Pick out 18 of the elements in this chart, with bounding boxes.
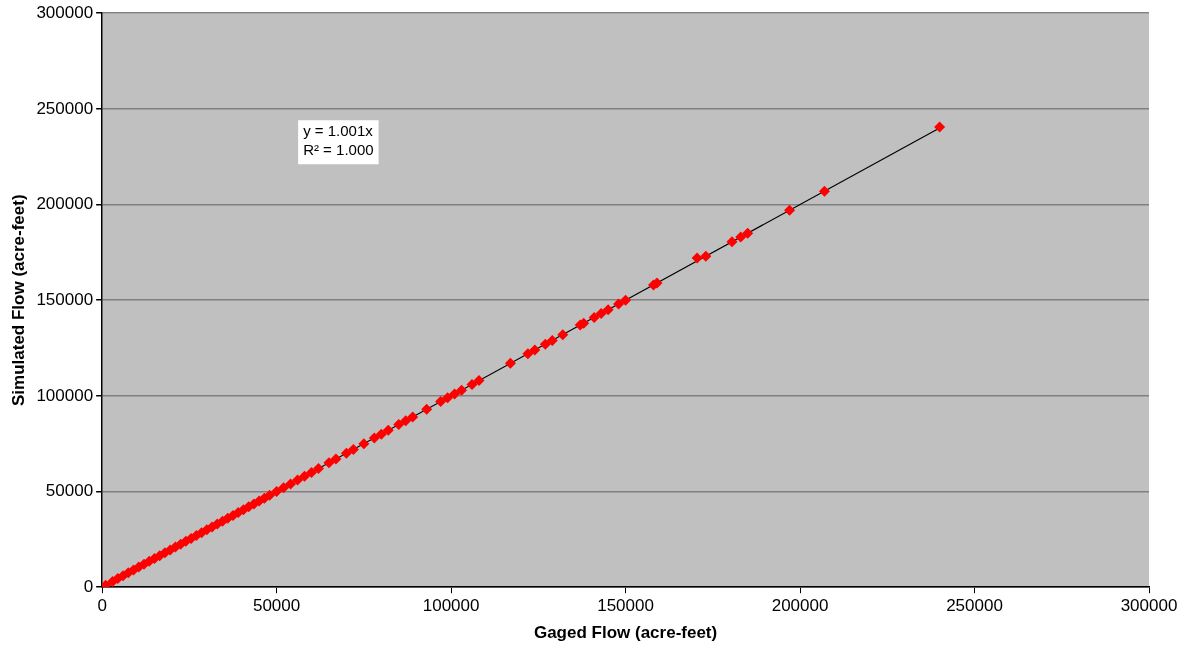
x-tick-label: 50000 <box>252 596 301 616</box>
y-tick-label: 200000 <box>36 194 94 214</box>
y-tick-label: 250000 <box>36 98 94 118</box>
x-tick-label: 300000 <box>1120 596 1178 616</box>
y-tick-label: 0 <box>83 576 94 596</box>
annotation: y = 1.001x <box>303 121 374 139</box>
y-tick-label: 50000 <box>45 481 94 501</box>
y-tick-label: 300000 <box>36 2 94 22</box>
y-tick-label: 150000 <box>36 289 94 309</box>
annotation: R² = 1.000 <box>303 140 374 158</box>
x-tick-label: 0 <box>97 596 107 616</box>
x-tick-label: 200000 <box>771 596 829 616</box>
x-axis-title: Gaged Flow (acre-feet) <box>533 623 718 643</box>
y-tick-label: 100000 <box>36 385 94 405</box>
x-tick-label: 250000 <box>946 596 1003 616</box>
y-axis-title: Simulated Flow (acre-feet) <box>8 194 28 406</box>
x-tick-label: 150000 <box>597 596 654 616</box>
x-tick-label: 100000 <box>422 596 480 616</box>
